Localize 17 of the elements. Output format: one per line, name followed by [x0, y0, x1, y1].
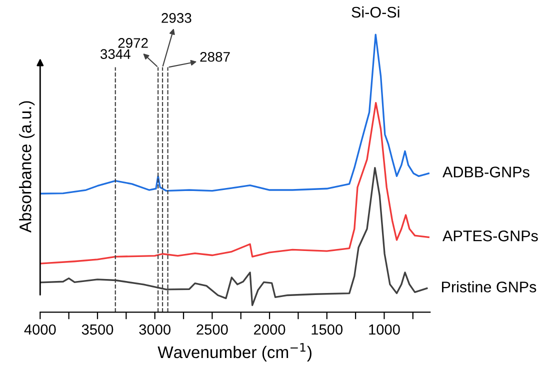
ref-line-label: 2933	[162, 13, 192, 23]
x-axis-title: Wavenumber (cm$^{−1}$)	[158, 343, 312, 362]
series-label: ADBB-GNPs	[442, 166, 530, 178]
ref-line-label: 3344	[100, 49, 130, 60]
x-tick-label: 3000	[139, 324, 170, 335]
x-tick-label: 1000	[369, 324, 400, 335]
annotation: Si-O-Si	[352, 6, 400, 18]
y-axis-title: Absorbance (a.u.)	[19, 101, 35, 233]
ref-line-label: 2887	[200, 52, 230, 62]
series-label: Pristine GNPs	[442, 281, 536, 292]
x-tick-label: 4000	[24, 324, 56, 335]
series-label: APTES-GNPs	[442, 230, 538, 242]
x-tick-label: 2000	[254, 324, 286, 335]
x-tick-label: 1500	[312, 324, 343, 335]
ref-line-label: 2972	[118, 38, 148, 48]
x-tick-label: 3500	[82, 324, 114, 335]
x-tick-label: 2500	[196, 324, 228, 335]
